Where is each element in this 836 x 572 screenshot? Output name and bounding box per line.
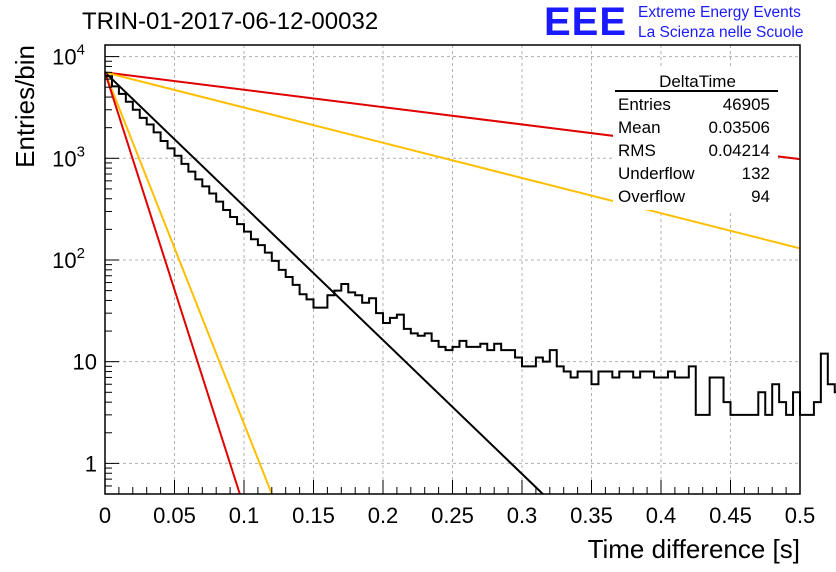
grid <box>105 45 800 494</box>
x-tick-label: 0.45 <box>709 503 752 528</box>
histogram-steps <box>105 75 836 416</box>
x-tick-label: 0.3 <box>507 503 538 528</box>
fit-curve <box>104 71 801 250</box>
x-tick-label: 0.1 <box>229 503 260 528</box>
stats-row-value: 0.04214 <box>709 141 770 160</box>
stats-row-label: Entries <box>618 95 671 114</box>
stats-row-label: Mean <box>618 118 661 137</box>
stats-row-value: 46905 <box>723 95 770 114</box>
y-axis-label: Entries/bin <box>10 45 40 168</box>
stats-title: DeltaTime <box>659 72 736 91</box>
x-tick-label: 0.35 <box>570 503 613 528</box>
axis-ticks <box>104 56 801 495</box>
stats-row-label: Underflow <box>618 164 695 183</box>
stats-box: DeltaTime Entries 46905 Mean 0.03506 RMS 0.042… <box>613 68 778 210</box>
y-tick-label: 104 <box>52 42 85 70</box>
fit-curve <box>104 72 241 495</box>
histogram-title: TRIN-01-2017-06-12-00032 <box>82 8 379 35</box>
eee-logo-line2: La Scienza nelle Scuole <box>638 24 804 41</box>
y-tick-label: 102 <box>52 245 85 273</box>
x-tick-label: 0.05 <box>153 503 196 528</box>
x-tick-label: 0.25 <box>431 503 474 528</box>
eee-logo-mark: EEE <box>544 0 628 44</box>
x-tick-label: 0.2 <box>368 503 399 528</box>
x-tick-label: 0.4 <box>646 503 677 528</box>
x-axis-label: Time difference [s] <box>588 534 800 564</box>
x-tick-label: 0 <box>99 503 111 528</box>
y-tick-label: 103 <box>52 143 85 171</box>
stats-row-value: 132 <box>742 164 770 183</box>
x-tick-label: 0.15 <box>292 503 335 528</box>
stats-row-value: 94 <box>751 187 770 206</box>
stats-row-label: Overflow <box>618 187 686 206</box>
axis-labels: 0 0.05 0.1 0.15 0.2 0.25 0.3 0.35 0.4 0.45 0.5 1 10 1… <box>10 42 815 564</box>
fit-curve <box>104 71 273 495</box>
y-tick-label: 10 <box>73 350 97 375</box>
fit-curves <box>104 71 801 495</box>
y-tick-label: 1 <box>85 451 97 476</box>
stats-row-label: RMS <box>618 141 656 160</box>
x-tick-label: 0.5 <box>785 503 816 528</box>
eee-logo-line1: Extreme Energy Events <box>638 4 801 21</box>
histogram <box>105 75 836 416</box>
stats-row-value: 0.03506 <box>709 118 770 137</box>
fit-curve <box>104 71 544 495</box>
